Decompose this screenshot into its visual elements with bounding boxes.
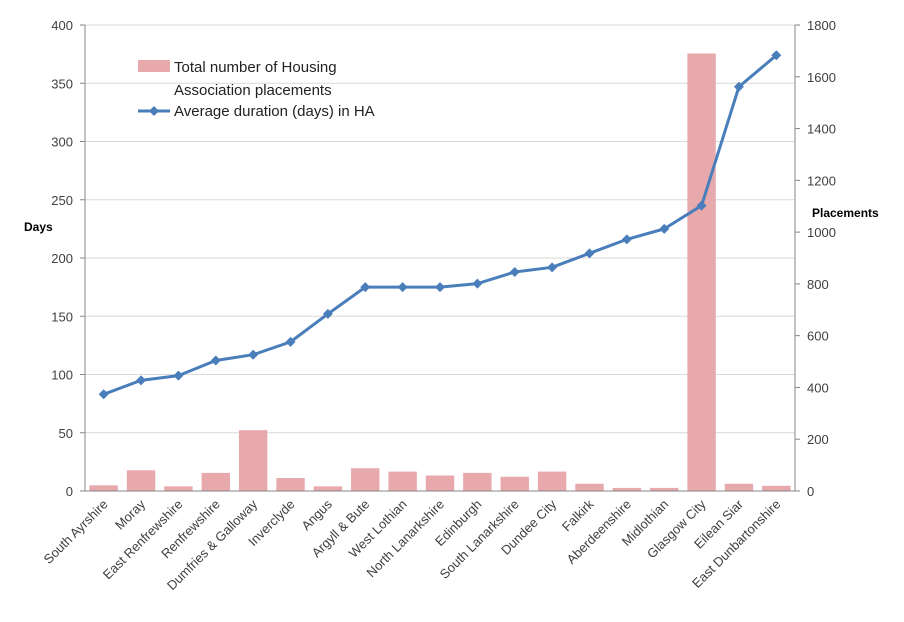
bar [313,486,343,491]
legend-bar-swatch [138,60,170,72]
left-tick-label: 50 [59,426,73,441]
bar [351,468,380,491]
right-tick-label: 1400 [807,122,836,137]
line-point [659,223,670,234]
line-point [472,278,483,289]
bar [687,53,716,491]
left-tick-label: 200 [51,251,73,266]
bar [164,486,193,491]
bar [650,487,679,491]
gridlines [85,24,795,492]
line-point [285,336,296,347]
bar [238,430,268,491]
legend-bar-label-line-2: Association placements [174,82,332,99]
bar [388,471,417,491]
legend: Total number of Housing Association plac… [138,59,375,120]
right-axis-ticks: 0 200 400 600 800 1000 1200 1400 1600 1800 [795,18,836,499]
left-axis-title: Days [24,220,53,234]
left-tick-label: 150 [51,309,73,324]
left-tick-label: 400 [51,18,73,33]
line-point [584,248,595,259]
right-tick-label: 1000 [807,225,836,240]
line-point [98,389,109,400]
right-tick-label: 1800 [807,18,836,33]
line-point [360,282,371,293]
category-label: South Ayrshire [41,497,111,567]
bar [201,472,230,491]
line-point [248,349,259,360]
right-tick-label: 200 [807,432,829,447]
left-tick-label: 0 [66,484,73,499]
line-point [435,282,445,293]
line-point [696,200,707,211]
line-point [322,308,333,319]
line-point [771,50,782,61]
bar [89,485,118,491]
right-tick-label: 1200 [807,173,836,188]
bar [612,487,642,491]
line-point [733,81,744,92]
right-tick-label: 400 [807,380,829,395]
line-point [547,262,558,273]
line-point [136,375,147,386]
bar [762,485,791,491]
line-point [173,370,184,381]
line-point [509,266,520,277]
line-point [210,355,221,366]
bar [425,475,455,491]
bar [463,472,492,491]
left-tick-label: 300 [51,135,73,150]
bar [126,470,156,491]
bar [575,483,604,491]
right-axis-title: Placements [812,206,879,220]
left-tick-label: 350 [51,76,73,91]
left-axis-ticks: 0 50 100 150 200 250 300 350 400 [51,18,85,499]
legend-line-label: Average duration (days) in HA [174,103,375,120]
bar-series [89,53,791,491]
left-tick-label: 250 [51,193,73,208]
legend-line-marker [149,106,159,116]
right-tick-label: 800 [807,277,829,292]
legend-bar-label-line-1: Total number of Housing [174,59,337,76]
left-tick-label: 100 [51,368,73,383]
bar [537,471,567,491]
right-tick-label: 0 [807,484,814,499]
right-tick-label: 600 [807,329,829,344]
bar [276,478,305,491]
line-point [621,234,632,245]
line-series [98,50,782,400]
line-point [397,282,408,293]
bar [500,476,529,491]
right-tick-label: 1600 [807,70,836,85]
bar [724,483,754,491]
